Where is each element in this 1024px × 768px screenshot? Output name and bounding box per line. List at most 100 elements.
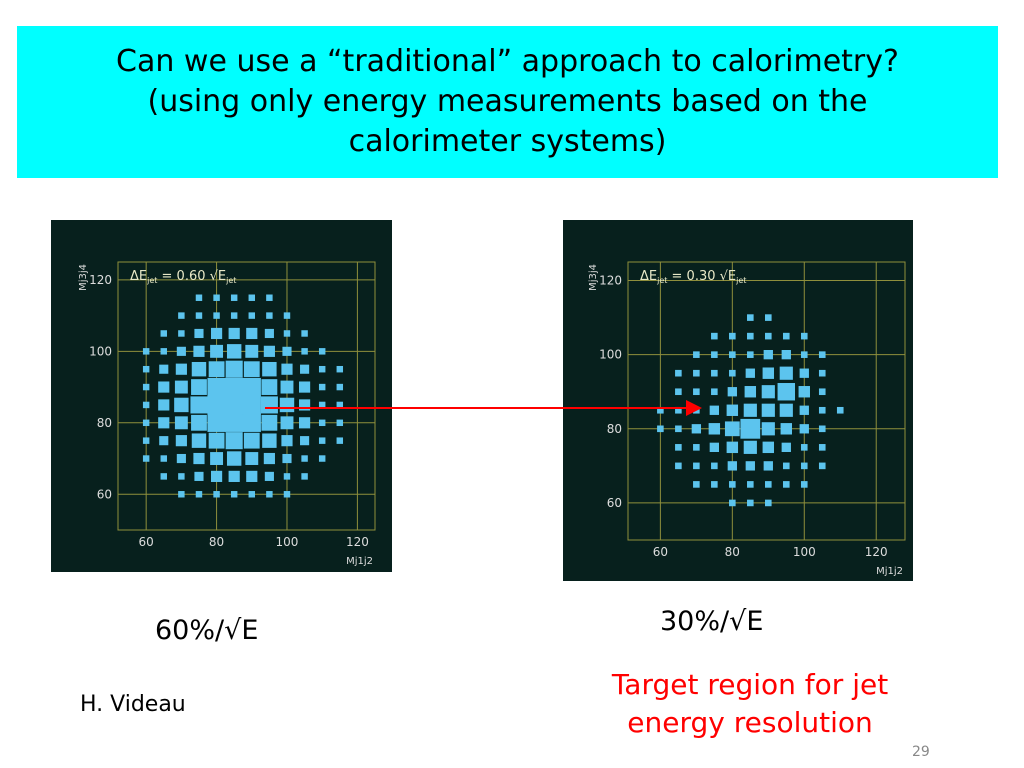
bin-square — [693, 351, 700, 358]
bin-square — [142, 365, 150, 373]
bin-square — [298, 381, 311, 393]
bin-square — [195, 312, 203, 319]
bin-square — [283, 330, 291, 337]
bin-square — [301, 348, 308, 355]
bin-square — [160, 473, 167, 480]
bin-square — [230, 491, 238, 498]
annotation-part: ΔE — [130, 269, 147, 284]
bin-square — [711, 388, 718, 396]
annotation: ΔEjet = 0.30 √Ejet — [640, 269, 746, 285]
bin-square — [800, 444, 808, 451]
bin-square — [248, 294, 256, 301]
bin-square — [779, 366, 793, 380]
bin-square — [836, 406, 844, 414]
bin-square — [213, 294, 220, 301]
bin-square — [266, 491, 273, 498]
resolution-left: 60%/√E — [155, 615, 259, 646]
bin-square — [657, 406, 664, 414]
bin-square — [780, 423, 792, 435]
x-axis-label: Mj1j2 — [876, 566, 903, 577]
bin-square — [818, 444, 826, 451]
bin-square — [818, 351, 826, 358]
bin-square — [283, 312, 291, 319]
bin-square — [765, 332, 772, 340]
bin-square — [761, 385, 775, 399]
bin-square — [190, 396, 208, 414]
bin-square — [159, 364, 169, 374]
annotation-part: jet — [735, 276, 746, 285]
bin-square — [266, 294, 273, 301]
title-line: Can we use a “traditional” approach to c… — [116, 44, 899, 79]
bin-square — [160, 330, 167, 337]
bin-square — [158, 399, 170, 411]
bin-square — [142, 455, 150, 462]
bin-square — [210, 327, 223, 340]
bin-square — [691, 424, 702, 434]
title-box: Can we use a “traditional” approach to c… — [17, 26, 998, 178]
bin-square — [745, 461, 755, 471]
bin-square — [242, 395, 261, 415]
bin-square — [207, 377, 226, 397]
resolution-right: 30%/√E — [660, 606, 764, 637]
bin-square — [195, 491, 203, 498]
target-note: Target region for jet energy resolution — [611, 668, 889, 739]
bin-square — [729, 369, 736, 377]
bin-square — [798, 386, 810, 398]
bin-square — [675, 444, 682, 451]
bin-square — [263, 345, 275, 357]
bin-square — [711, 481, 718, 488]
x-tick-label: 120 — [346, 535, 369, 549]
x-tick-label: 100 — [793, 545, 816, 559]
y-tick-label: 80 — [97, 416, 112, 430]
bin-square — [248, 491, 256, 498]
bin-square — [207, 413, 226, 432]
y-tick-label: 120 — [89, 273, 112, 287]
bin-square — [762, 441, 775, 454]
bin-square — [228, 327, 240, 340]
bin-square — [225, 413, 244, 432]
annotation-part: ΔE — [640, 269, 657, 284]
bin-square — [142, 348, 150, 355]
x-tick-label: 60 — [653, 545, 668, 559]
bin-square — [709, 405, 720, 415]
annotation-part: jet — [656, 276, 667, 285]
bin-square — [782, 462, 790, 470]
bin-square — [178, 330, 185, 337]
bin-square — [765, 499, 772, 507]
bin-square — [191, 361, 207, 377]
bin-square — [142, 401, 150, 409]
bin-square — [174, 416, 188, 430]
y-tick-label: 100 — [599, 348, 622, 362]
bin-square — [208, 432, 225, 449]
bin-square — [159, 436, 169, 446]
bin-square — [279, 397, 295, 413]
bin-square — [191, 414, 207, 431]
x-axis-label: Mj1j2 — [346, 556, 373, 567]
bin-square — [195, 294, 203, 301]
y-axis-label: Mj3j4 — [588, 264, 599, 291]
bin-square — [818, 369, 826, 377]
bin-square — [747, 481, 754, 488]
bin-square — [226, 451, 242, 466]
bin-square — [175, 435, 187, 447]
y-tick-label: 60 — [97, 487, 112, 501]
bin-square — [178, 473, 185, 480]
bin-square — [800, 351, 808, 358]
bin-square — [726, 404, 739, 416]
bin-square — [693, 369, 700, 377]
bin-square — [158, 417, 170, 429]
bin-square — [230, 294, 238, 301]
bin-square — [210, 470, 223, 482]
bin-square — [225, 432, 243, 450]
bin-square — [675, 462, 682, 470]
bin-square — [142, 383, 150, 391]
annotation: ΔEjet = 0.60 √Ejet — [130, 269, 236, 285]
bin-square — [283, 473, 291, 480]
bin-square — [777, 383, 796, 401]
bin-square — [711, 332, 718, 340]
bin-square — [266, 312, 273, 319]
annotation-part: jet — [225, 276, 236, 285]
